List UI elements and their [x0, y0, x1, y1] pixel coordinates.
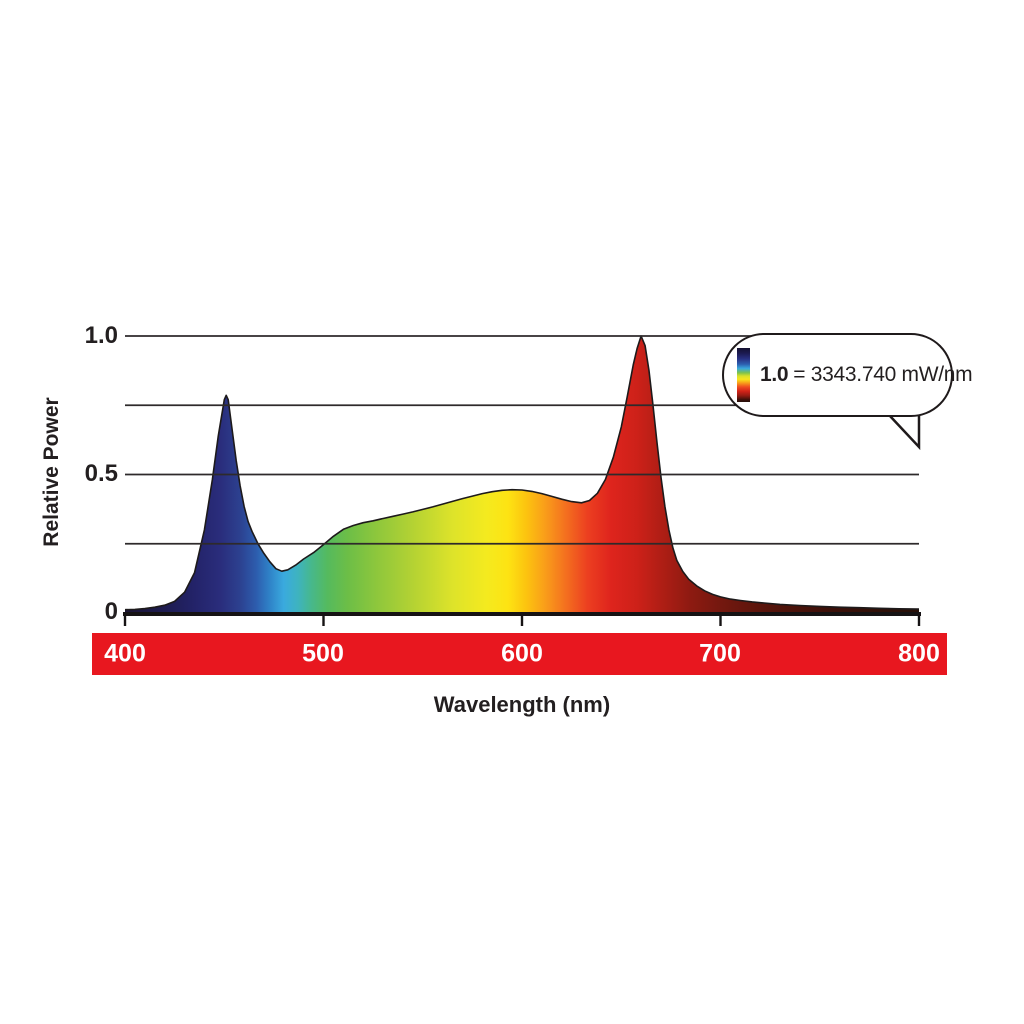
- spectrum-gradient-bar-icon: [737, 348, 750, 402]
- y-tick-label-0.5: 0.5: [84, 460, 118, 487]
- callout-scale-label: 1.0 = 3343.740 mW/nm: [760, 363, 973, 387]
- x-tick-label-700: 700: [699, 639, 741, 668]
- callout-bubble: 1.0 = 3343.740 mW/nm: [722, 333, 973, 417]
- y-tick-label-1.0: 1.0: [84, 322, 118, 349]
- x-tick-label-800: 800: [898, 639, 940, 668]
- x-axis-title: Wavelength (nm): [433, 692, 611, 717]
- callout-scale-value: 1.0: [760, 363, 789, 386]
- x-tick-label-500: 500: [302, 639, 344, 668]
- x-axis-band: 400 500 600 700 800: [92, 633, 947, 675]
- x-tick-label-400: 400: [104, 639, 146, 668]
- callout-scale-text: = 3343.740 mW/nm: [793, 363, 973, 386]
- x-tick-label-600: 600: [501, 639, 543, 668]
- y-tick-label-0: 0: [104, 598, 118, 625]
